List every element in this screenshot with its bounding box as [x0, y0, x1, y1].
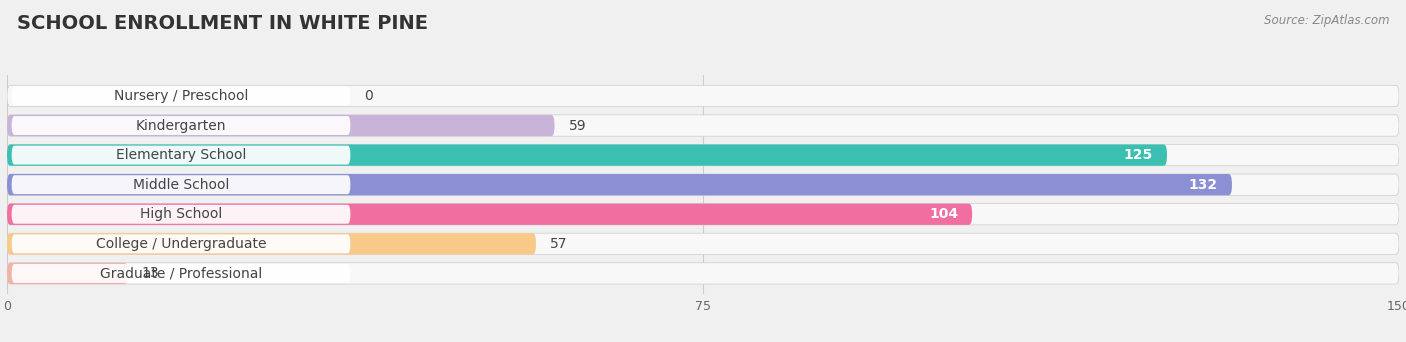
FancyBboxPatch shape: [11, 175, 350, 194]
FancyBboxPatch shape: [7, 115, 1399, 136]
FancyBboxPatch shape: [7, 115, 554, 136]
FancyBboxPatch shape: [11, 146, 350, 165]
Text: Middle School: Middle School: [132, 178, 229, 192]
FancyBboxPatch shape: [11, 87, 350, 105]
FancyBboxPatch shape: [7, 144, 1399, 166]
FancyBboxPatch shape: [7, 85, 1399, 107]
Text: 59: 59: [568, 119, 586, 132]
Text: 132: 132: [1189, 178, 1218, 192]
FancyBboxPatch shape: [7, 263, 1399, 284]
Text: 57: 57: [550, 237, 568, 251]
Text: Source: ZipAtlas.com: Source: ZipAtlas.com: [1264, 14, 1389, 27]
Text: Nursery / Preschool: Nursery / Preschool: [114, 89, 249, 103]
FancyBboxPatch shape: [11, 205, 350, 224]
FancyBboxPatch shape: [11, 116, 350, 135]
Text: 0: 0: [364, 89, 373, 103]
FancyBboxPatch shape: [7, 263, 128, 284]
Text: Graduate / Professional: Graduate / Professional: [100, 266, 262, 280]
FancyBboxPatch shape: [7, 203, 1399, 225]
FancyBboxPatch shape: [7, 174, 1399, 195]
Text: Elementary School: Elementary School: [115, 148, 246, 162]
FancyBboxPatch shape: [7, 203, 972, 225]
FancyBboxPatch shape: [7, 233, 536, 254]
Text: 13: 13: [142, 266, 159, 280]
FancyBboxPatch shape: [7, 233, 1399, 254]
FancyBboxPatch shape: [11, 264, 350, 283]
FancyBboxPatch shape: [7, 144, 1167, 166]
Text: 125: 125: [1123, 148, 1153, 162]
FancyBboxPatch shape: [11, 234, 350, 253]
Text: Kindergarten: Kindergarten: [136, 119, 226, 132]
Text: 104: 104: [929, 207, 959, 221]
FancyBboxPatch shape: [7, 174, 1232, 195]
Text: SCHOOL ENROLLMENT IN WHITE PINE: SCHOOL ENROLLMENT IN WHITE PINE: [17, 14, 427, 33]
Text: College / Undergraduate: College / Undergraduate: [96, 237, 266, 251]
Text: High School: High School: [141, 207, 222, 221]
